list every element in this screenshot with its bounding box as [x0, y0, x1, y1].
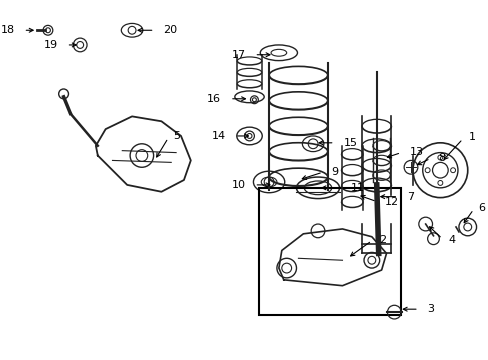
Text: 8: 8: [438, 153, 445, 163]
Text: 11: 11: [350, 183, 365, 193]
Text: 6: 6: [478, 203, 485, 213]
Text: 1: 1: [468, 132, 475, 143]
Text: 7: 7: [406, 192, 413, 202]
Text: 4: 4: [448, 235, 455, 245]
Text: 16: 16: [207, 94, 221, 104]
Text: 5: 5: [173, 131, 180, 141]
Bar: [259, 188, 400, 315]
Text: 20: 20: [163, 25, 177, 35]
Text: 12: 12: [384, 197, 398, 207]
Text: 17: 17: [231, 50, 245, 60]
Text: 14: 14: [211, 131, 225, 141]
Text: 10: 10: [231, 180, 245, 190]
Text: 9: 9: [331, 167, 338, 176]
Text: 2: 2: [378, 234, 386, 244]
Text: 3: 3: [427, 304, 434, 314]
Text: 19: 19: [43, 40, 58, 50]
Text: 18: 18: [0, 25, 15, 35]
Text: 13: 13: [409, 147, 423, 157]
Text: 15: 15: [343, 138, 357, 148]
